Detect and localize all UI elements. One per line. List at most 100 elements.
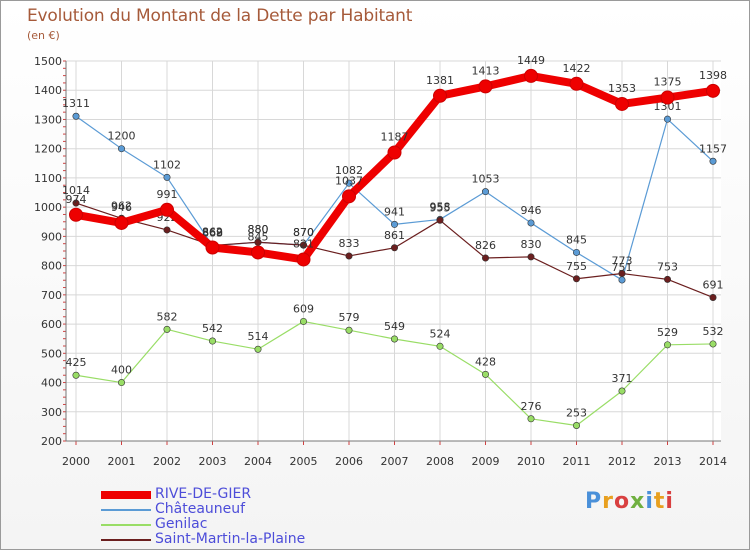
data-label: 514: [248, 330, 269, 343]
data-point: [709, 340, 717, 348]
data-label: 1200: [108, 130, 136, 143]
data-label: 833: [339, 237, 360, 250]
data-point: [209, 337, 217, 345]
data-point: [118, 379, 126, 387]
data-point: [615, 96, 629, 111]
logo-letter: o: [613, 489, 631, 514]
data-label: 755: [566, 260, 587, 273]
data-point: [299, 241, 307, 249]
y-tick-label: 400: [41, 377, 62, 390]
data-label: 880: [248, 223, 269, 236]
data-label: 1053: [472, 173, 500, 186]
data-label: 821: [293, 237, 314, 250]
y-tick-label: 1200: [34, 143, 62, 156]
data-label: 1381: [426, 74, 454, 87]
y-tick-label: 800: [41, 260, 62, 273]
data-point: [618, 276, 626, 284]
data-label: 1398: [699, 69, 727, 82]
x-tick-label: 2014: [699, 455, 727, 468]
y-tick-label: 1400: [34, 84, 62, 97]
data-label: 532: [703, 325, 724, 338]
data-point: [387, 145, 402, 160]
data-point: [572, 248, 580, 256]
legend-swatch: [101, 490, 151, 499]
data-label: 609: [293, 302, 314, 315]
data-label: 1187: [381, 130, 409, 143]
data-label: 826: [475, 239, 496, 252]
data-label: 753: [657, 260, 678, 273]
data-point: [160, 202, 174, 217]
data-point: [251, 245, 265, 260]
data-point: [345, 179, 353, 187]
data-label: 542: [202, 322, 223, 335]
data-label: 974: [66, 193, 87, 206]
data-point: [254, 345, 262, 353]
data-label: 400: [111, 364, 132, 377]
x-tick-label: 2000: [62, 455, 90, 468]
data-label: 991: [157, 188, 178, 201]
y-tick-label: 600: [41, 318, 62, 331]
data-point: [345, 326, 353, 334]
x-tick-label: 2005: [290, 455, 318, 468]
legend-item: Saint-Martin-la-Plaine: [101, 532, 305, 547]
data-point: [436, 216, 444, 224]
data-point: [663, 275, 671, 283]
data-point: [618, 387, 626, 395]
data-label: 1375: [654, 76, 682, 89]
data-label: 1413: [472, 64, 500, 77]
y-tick-label: 300: [41, 406, 62, 419]
legend-swatch: [101, 508, 151, 511]
legend-label: RIVE-DE-GIER: [155, 486, 252, 502]
legend-label: Genilac: [155, 516, 208, 532]
data-point: [72, 199, 80, 207]
data-point: [72, 112, 80, 120]
data-label: 529: [657, 326, 678, 339]
y-tick-label: 200: [41, 435, 62, 448]
legend-label: Saint-Martin-la-Plaine: [155, 531, 306, 547]
data-point: [69, 207, 83, 222]
data-label: 870: [293, 226, 314, 239]
data-point: [660, 90, 675, 105]
data-label: 861: [384, 229, 405, 242]
data-point: [663, 341, 671, 349]
data-label: 1311: [62, 97, 90, 110]
logo-letter: r: [602, 489, 614, 514]
data-label: 946: [521, 204, 542, 217]
data-label: 371: [612, 372, 633, 385]
data-label: 870: [293, 226, 314, 239]
data-point: [390, 244, 398, 252]
data-point: [663, 115, 671, 123]
y-tick-label: 900: [41, 230, 62, 243]
data-point: [390, 335, 398, 343]
x-tick-label: 2007: [381, 455, 409, 468]
x-tick-label: 2011: [563, 455, 591, 468]
data-label: 955: [430, 201, 451, 214]
legend-item: RIVE-DE-GIER: [101, 487, 305, 502]
x-tick-label: 2009: [472, 455, 500, 468]
data-point: [118, 145, 126, 153]
chart-title: Evolution du Montant de la Dette par Hab…: [27, 6, 413, 26]
data-label: 253: [566, 407, 587, 420]
data-label: 941: [384, 205, 405, 218]
data-label: 845: [248, 230, 269, 243]
data-label: 845: [566, 233, 587, 246]
data-point: [524, 68, 538, 83]
data-point: [481, 254, 489, 262]
data-point: [709, 157, 717, 165]
data-point: [390, 220, 398, 228]
data-point: [527, 415, 535, 423]
x-tick-label: 2006: [335, 455, 363, 468]
data-point: [205, 240, 220, 255]
data-point: [481, 188, 489, 196]
x-tick-label: 2004: [244, 455, 272, 468]
data-point: [481, 370, 489, 378]
data-label: 751: [612, 261, 633, 274]
y-tick-label: 1500: [34, 55, 62, 68]
x-tick-label: 2003: [199, 455, 227, 468]
data-point: [299, 317, 307, 325]
x-tick-label: 2008: [426, 455, 454, 468]
data-point: [342, 189, 356, 204]
data-label: 773: [612, 255, 633, 268]
data-point: [114, 215, 129, 230]
